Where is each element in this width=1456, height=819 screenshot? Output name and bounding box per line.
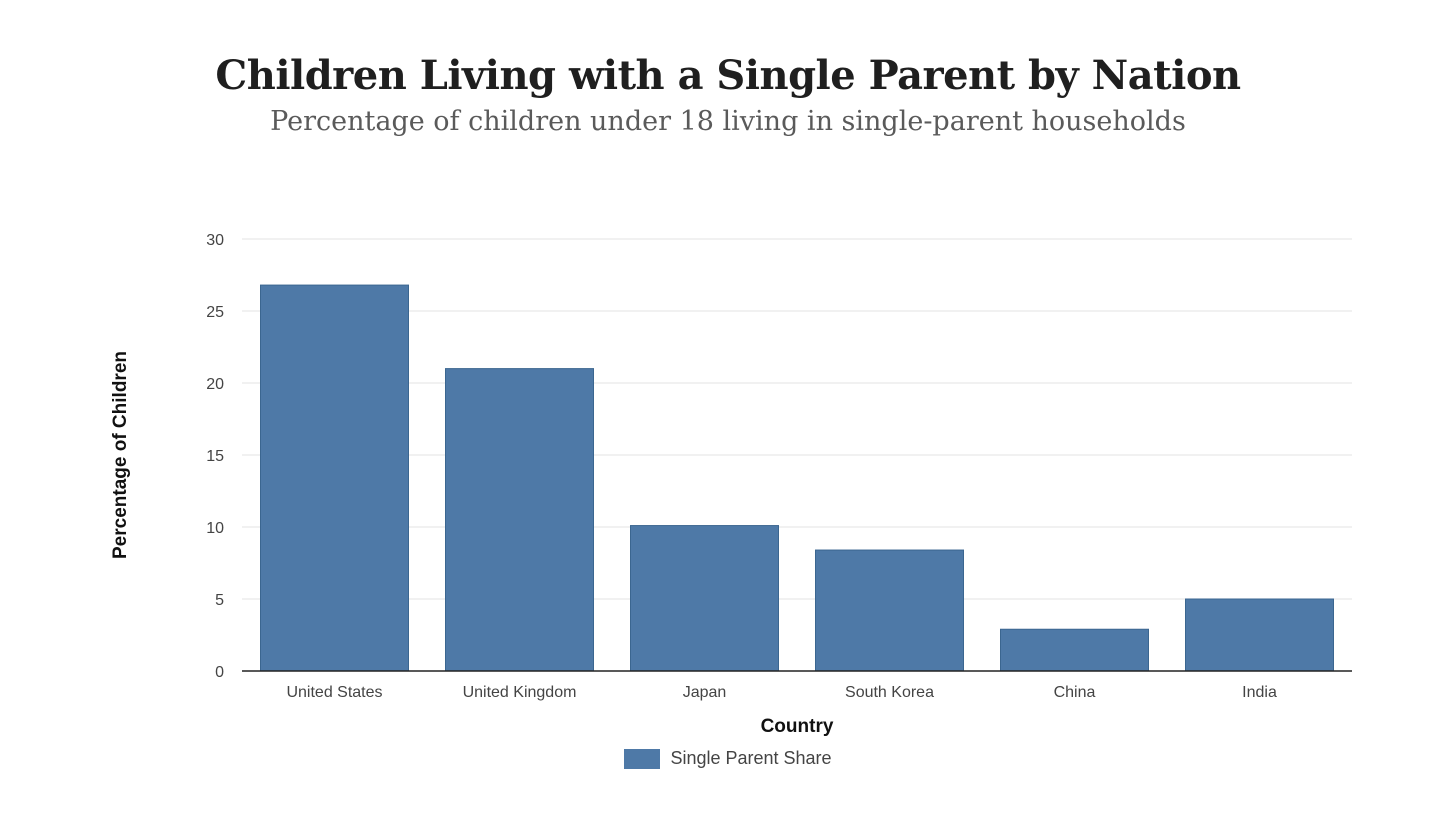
bar-south-korea [815, 549, 964, 672]
chart-title: Children Living with a Single Parent by … [215, 52, 1241, 99]
y-tick-label-10: 10 [206, 520, 224, 537]
bar-china [1000, 628, 1149, 672]
y-axis-title: Percentage of Children [110, 351, 131, 559]
y-tick-label-20: 20 [206, 376, 224, 393]
x-axis-title: Country [761, 716, 834, 737]
y-tick-labels: 0 5 10 15 20 25 30 [206, 232, 224, 681]
x-tick-label-china: China [1054, 684, 1096, 701]
bar-united-states [260, 284, 409, 672]
bar-japan [630, 525, 779, 672]
bars [260, 284, 1334, 672]
y-tick-label-0: 0 [215, 664, 224, 681]
y-tick-label-25: 25 [206, 304, 224, 321]
bar-united-kingdom [445, 368, 594, 672]
bar-india [1185, 598, 1334, 672]
x-tick-label-united-kingdom: United Kingdom [463, 684, 577, 701]
legend-swatch [624, 748, 661, 769]
x-tick-label-japan: Japan [683, 684, 727, 701]
gridlines [242, 238, 1352, 600]
y-tick-label-5: 5 [215, 592, 224, 609]
legend: Single Parent Share [0, 748, 1456, 769]
x-tick-label-united-states: United States [286, 684, 382, 701]
legend-label: Single Parent Share [670, 748, 832, 768]
x-tick-label-south-korea: South Korea [845, 684, 934, 701]
x-tick-label-india: India [1242, 684, 1277, 701]
chart-subtitle: Percentage of children under 18 living i… [270, 106, 1186, 137]
y-tick-label-15: 15 [206, 448, 224, 465]
y-tick-label-30: 30 [206, 232, 224, 249]
x-tick-labels: United States United Kingdom Japan South Ko… [286, 684, 1276, 701]
